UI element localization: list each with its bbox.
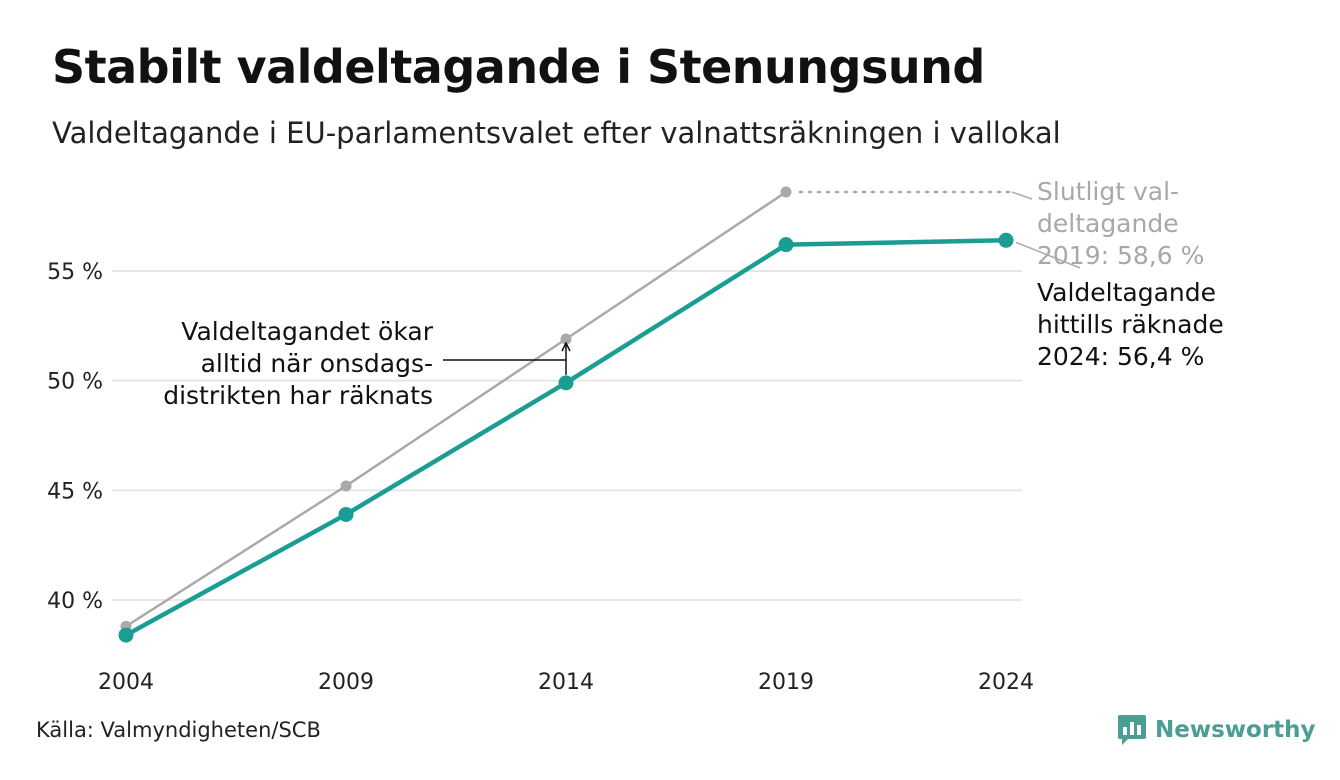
x-axis-ticks: 2004 2009 2014 2019 2024 [98, 670, 1034, 695]
chart-subtitle: Valdeltagande i EU-parlamentsvalet efter… [52, 116, 1061, 150]
data-point-counted [118, 627, 134, 643]
y-axis-ticks: 40 % 45 % 50 % 55 % [47, 260, 103, 614]
x-tick-label: 2009 [318, 670, 374, 695]
data-point-final [340, 480, 352, 492]
x-tick-label: 2019 [758, 670, 814, 695]
x-tick-label: 2024 [978, 670, 1034, 695]
data-point-final [560, 333, 572, 345]
y-tick-label: 40 % [47, 589, 103, 614]
note-annotation: Valdeltagandet ökar alltid när onsdags-di… [163, 317, 433, 410]
x-tick-label: 2004 [98, 670, 154, 695]
data-point-counted [338, 506, 354, 522]
y-tick-label: 55 % [47, 260, 103, 285]
final-label-connector [1011, 191, 1033, 200]
brand-name: Newsworthy [1155, 717, 1316, 743]
source-note: Källa: Valmyndigheten/SCB [36, 718, 321, 742]
series [118, 186, 1014, 643]
annotations: Slutligt val-deltagande 2019: 58,6 %Valde… [163, 177, 1223, 410]
arrow-head [561, 341, 571, 352]
y-tick-label: 50 % [47, 370, 103, 395]
brand-logo: Newsworthy [1117, 712, 1316, 748]
final-turnout-label: Slutligt val-deltagande 2019: 58,6 % [1037, 177, 1204, 270]
series-line-final [125, 191, 787, 628]
annotation-connectors [443, 190, 1081, 375]
series-line-counted [124, 238, 1007, 638]
chart-title: Stabilt valdeltagande i Stenungsund [52, 40, 985, 94]
counted-label-connector [1015, 241, 1081, 269]
bar-chart-speech-bubble-icon [1118, 715, 1146, 745]
x-tick-label: 2014 [538, 670, 594, 695]
counted-turnout-label: Valdeltagande hittills räknade 2024: 56,4 … [1037, 278, 1224, 371]
data-point-final [780, 186, 792, 198]
y-tick-label: 45 % [47, 479, 103, 504]
data-point-counted [558, 375, 574, 391]
data-point-counted [998, 232, 1014, 248]
data-point-counted [778, 237, 794, 253]
